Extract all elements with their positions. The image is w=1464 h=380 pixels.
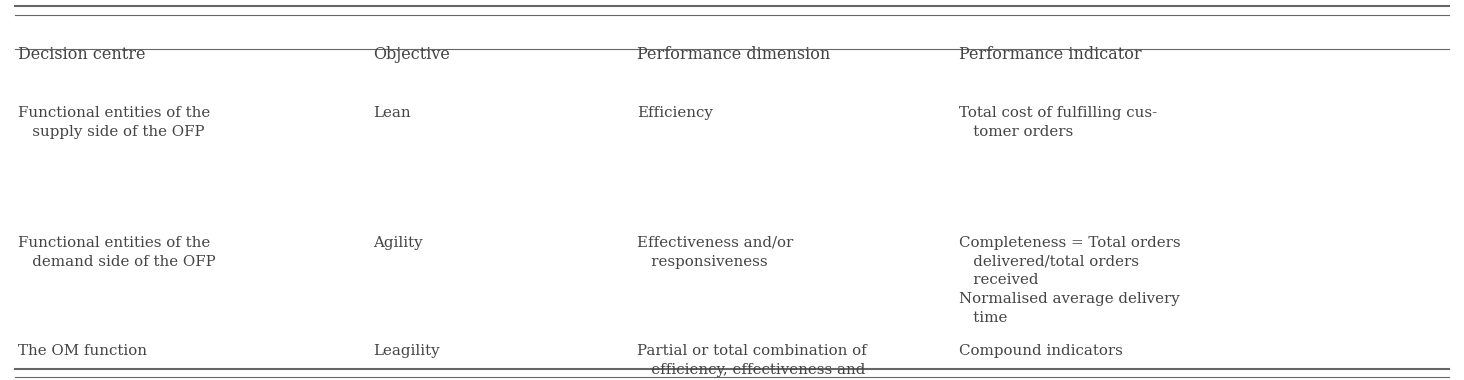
Text: Completeness = Total orders
   delivered/total orders
   received
Normalised ave: Completeness = Total orders delivered/to… [959,236,1180,325]
Text: Effectiveness and/or
   responsiveness: Effectiveness and/or responsiveness [637,236,793,269]
Text: Objective: Objective [373,46,451,63]
Text: Partial or total combination of
   efficiency, effectiveness and
   responsivene: Partial or total combination of efficien… [637,344,867,380]
Text: The OM function: The OM function [18,344,146,358]
Text: Agility: Agility [373,236,423,250]
Text: Efficiency: Efficiency [637,106,713,120]
Text: Decision centre: Decision centre [18,46,145,63]
Text: Performance indicator: Performance indicator [959,46,1142,63]
Text: Lean: Lean [373,106,411,120]
Text: Compound indicators: Compound indicators [959,344,1123,358]
Text: Functional entities of the
   supply side of the OFP: Functional entities of the supply side o… [18,106,209,139]
Text: Leagility: Leagility [373,344,441,358]
Text: Total cost of fulfilling cus-
   tomer orders: Total cost of fulfilling cus- tomer orde… [959,106,1157,139]
Text: Functional entities of the
   demand side of the OFP: Functional entities of the demand side o… [18,236,215,269]
Text: Performance dimension: Performance dimension [637,46,830,63]
